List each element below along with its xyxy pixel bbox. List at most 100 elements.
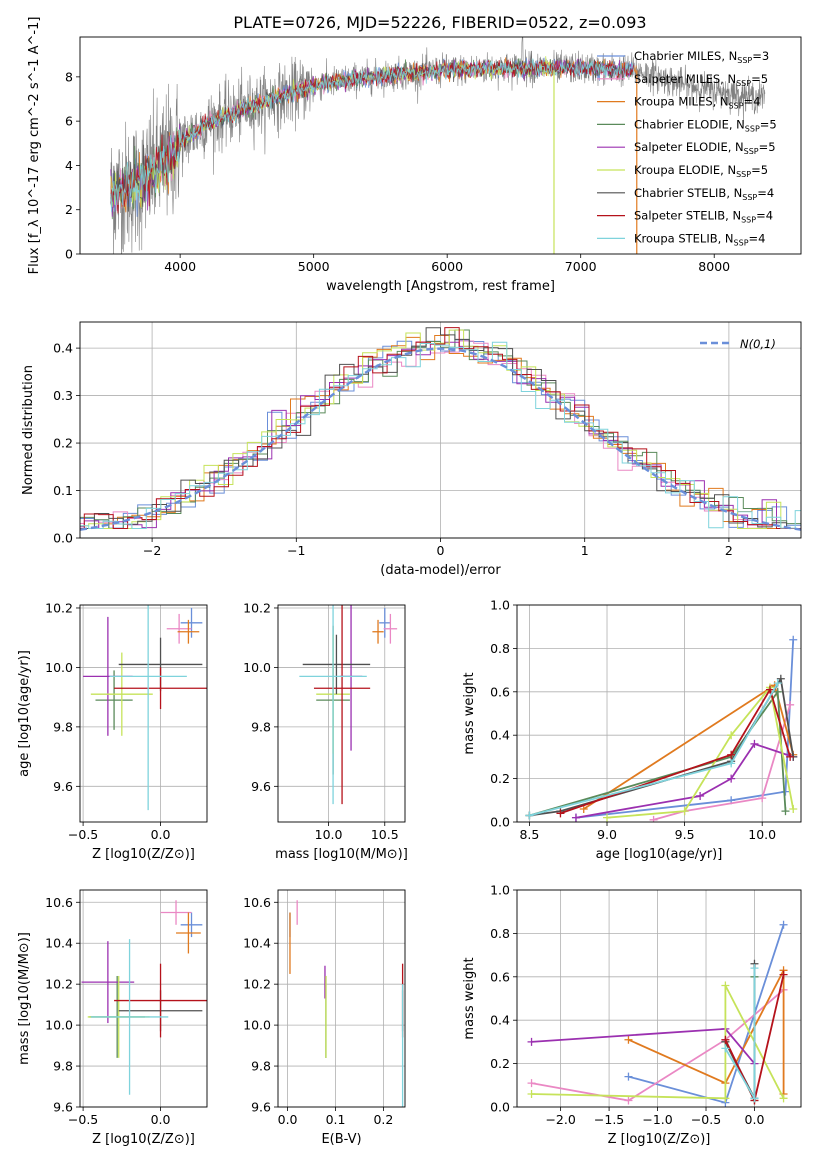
weight-point-marker — [750, 1094, 759, 1103]
legend-subscript: SSP — [736, 170, 751, 179]
legend-label: Kroupa ELODIE, NSSP=5 — [634, 163, 768, 179]
panel-mass-vs-EBV: 0.0 0.1 0.2 9.6 9.8 10.0 10.2 10.4 10.6 E(B-V) — [243, 889, 406, 1147]
histogram-step — [80, 335, 801, 529]
y-tick-label: 6 — [65, 114, 73, 129]
y-tick-label: 10.4 — [243, 936, 271, 951]
weight-point-marker — [758, 794, 767, 803]
legend-subscript: SSP — [736, 79, 751, 88]
weight-point-marker — [750, 739, 759, 748]
panel-residual-histogram: −2 −1 0 1 2 0.0 0.1 0.2 0.3 0.4 (data-model)/error… — [21, 321, 802, 578]
y-axis-label: mass weight — [462, 672, 477, 754]
y-tick-label: 10.0 — [243, 1018, 271, 1033]
weight-point-marker — [727, 750, 736, 759]
y-tick-label: 0.8 — [490, 926, 510, 941]
histogram-lines — [80, 327, 801, 531]
figure-title: PLATE=0726, MJD=52226, FIBERID=0522, z=0… — [233, 13, 646, 32]
gaussian-curve — [80, 347, 801, 531]
weight-series-line — [560, 687, 791, 815]
legend-subscript: SSP — [737, 56, 752, 65]
weight-lines — [527, 920, 788, 1107]
x-tick-label: 0.0 — [745, 1112, 765, 1127]
y-tick-label: 10.2 — [243, 977, 271, 992]
y-tick-label: 9.6 — [53, 779, 73, 794]
legend-subscript: SSP — [744, 147, 759, 156]
y-tick-label: 0.3 — [53, 388, 73, 403]
x-axis-label: wavelength [Angstrom, rest frame] — [326, 279, 555, 294]
x-tick-label: −1.0 — [642, 1112, 672, 1127]
y-tick-label: 9.8 — [53, 1059, 73, 1074]
y-tick-label: 0.6 — [490, 969, 510, 984]
y-tick-label: 10.0 — [45, 1018, 73, 1033]
y-axis-label: mass weight — [462, 957, 477, 1039]
weight-point-marker — [727, 759, 736, 768]
weight-point-marker — [680, 807, 689, 816]
weight-point-marker — [571, 813, 580, 822]
y-tick-label: 2 — [65, 202, 73, 217]
y-tick-label: 10.2 — [45, 600, 73, 615]
x-tick-label: 1 — [581, 543, 589, 558]
errorbar-points — [81, 900, 207, 1095]
y-tick-label: 0.1 — [53, 483, 73, 498]
model-spectrum-line — [110, 57, 637, 213]
weight-point-marker — [779, 970, 788, 979]
axes-frame — [79, 889, 208, 1108]
y-axis-label: age [log10(age/yr)] — [17, 650, 32, 777]
weight-point-marker — [527, 1089, 536, 1098]
weight-point-marker — [721, 1094, 730, 1103]
legend-count: =5 — [759, 140, 776, 154]
legend-count: =4 — [749, 231, 766, 245]
weight-point-marker — [721, 981, 730, 990]
panel-mass-vs-Z: −0.5 0.0 9.6 9.8 10.0 10.2 10.4 10.6 Z [log10(Z/… — [17, 889, 208, 1147]
x-tick-label: −1.5 — [594, 1112, 624, 1127]
legend-label: Chabrier ELODIE, NSSP=5 — [634, 117, 777, 133]
x-tick-label: −0.5 — [68, 827, 98, 842]
weight-point-marker — [781, 787, 790, 796]
tick-group: 0.0 0.1 0.2 9.6 9.8 10.0 10.2 10.4 10.6 — [243, 895, 393, 1127]
x-tick-label: 9.0 — [597, 827, 617, 842]
y-tick-label: 0.0 — [53, 531, 73, 546]
y-tick-label: 0.0 — [490, 1100, 510, 1115]
legend-label: Salpeter ELODIE, NSSP=5 — [634, 140, 776, 156]
y-tick-label: 0.2 — [490, 771, 510, 786]
y-tick-label: 1.0 — [490, 598, 510, 613]
weight-point-marker — [727, 774, 736, 783]
weight-point-marker — [776, 674, 785, 683]
weight-point-marker — [579, 804, 588, 813]
weight-series-line — [653, 704, 791, 821]
axes-frame — [79, 36, 802, 255]
spectrum-lines — [110, 37, 766, 254]
tick-group: −2.0 −1.5 −1.0 −0.5 0.0 0.0 0.2 0.4 0.6 0.8 1.0 — [490, 883, 764, 1128]
panel-age-vs-mass: 10.0 10.5 9.6 9.8 10.0 10.2 mass [log10(M/M⊙)] — [243, 600, 408, 862]
x-tick-label: 6000 — [431, 259, 463, 274]
y-tick-label: 0.2 — [53, 436, 73, 451]
x-tick-label: 7000 — [565, 259, 597, 274]
errorbar-points — [83, 605, 207, 811]
histogram-step — [80, 341, 801, 529]
y-axis-label: Flux [f_λ 10^-17 erg cm^-2 s^-1 A^-1] — [27, 17, 42, 275]
x-axis-label: E(B-V) — [321, 1132, 361, 1147]
x-tick-label: 9.5 — [675, 827, 695, 842]
weight-point-marker — [786, 752, 795, 761]
model-spectrum-line — [110, 59, 635, 214]
weight-point-marker — [624, 1072, 633, 1081]
axes-frame — [516, 604, 802, 823]
legend-count: =4 — [757, 186, 774, 200]
panel-mass-weight-vs-Z: −2.0 −1.5 −1.0 −0.5 0.0 0.0 0.2 0.4 0.6 0.8 1.0 Z [… — [462, 883, 802, 1147]
axes-frame — [277, 889, 406, 1108]
x-tick-label: 8000 — [698, 259, 730, 274]
legend-label: N(0,1) — [740, 337, 776, 351]
errorbar-points — [299, 605, 398, 805]
x-axis-label: Z [log10(Z/Z⊙)] — [608, 1132, 711, 1147]
y-tick-label: 9.8 — [251, 1059, 271, 1074]
histogram-step — [80, 327, 801, 529]
x-tick-label: −2 — [143, 543, 161, 558]
weight-lines — [525, 635, 798, 822]
tick-group: −0.5 0.0 9.6 9.8 10.0 10.2 — [45, 600, 170, 842]
weight-point-marker — [727, 731, 736, 740]
weight-point-marker — [721, 1044, 730, 1053]
weight-point-marker — [624, 1096, 633, 1105]
tick-group: −0.5 0.0 9.6 9.8 10.0 10.2 10.4 10.6 — [45, 895, 170, 1127]
x-axis-label: Z [log10(Z/Z⊙)] — [92, 1132, 195, 1147]
legend-subscript: SSP — [734, 238, 749, 247]
spectrum-legend: Chabrier MILES, NSSP=3 Salpeter MILES, NS… — [597, 49, 777, 247]
